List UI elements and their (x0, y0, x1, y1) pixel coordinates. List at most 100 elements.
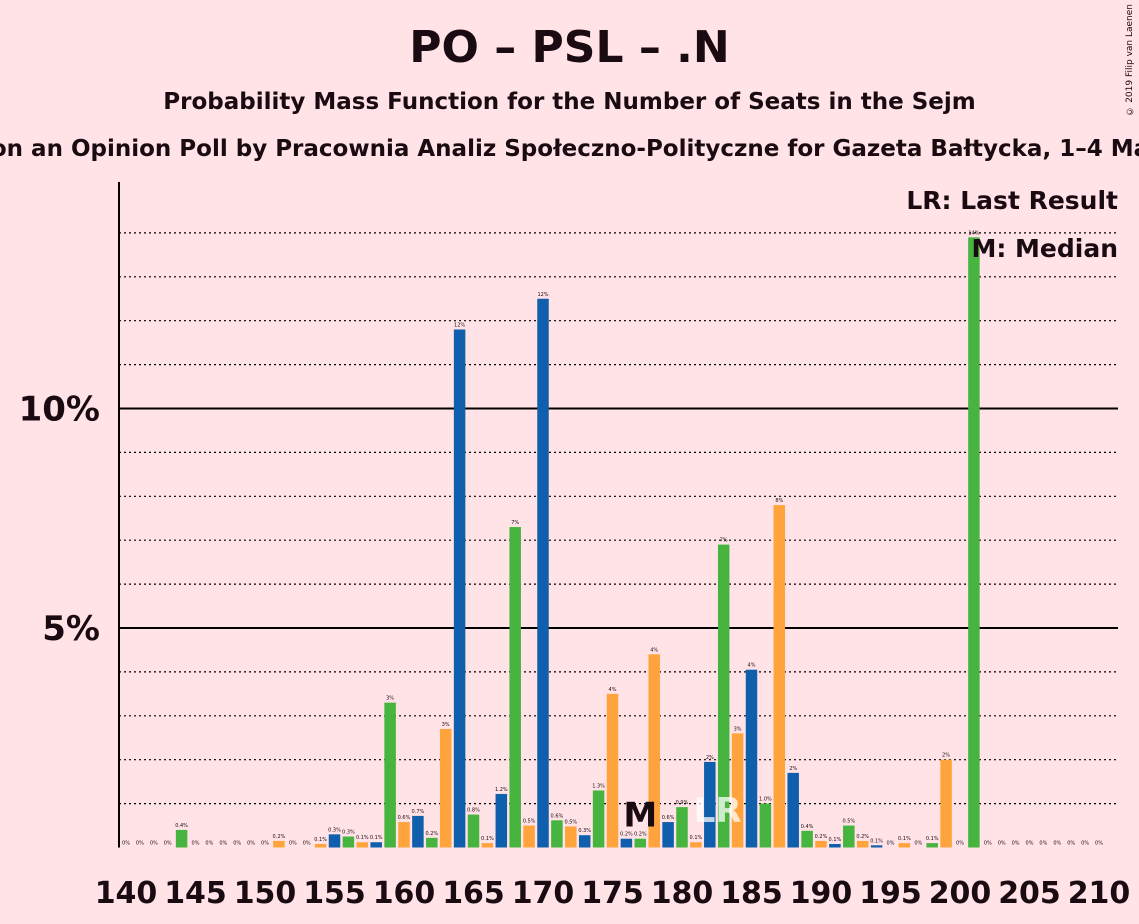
data-label-seat-145: 0% (192, 841, 200, 847)
x-tick-label: 140 (95, 876, 158, 911)
data-label-seat-172: 0.5% (564, 819, 577, 825)
data-label-seat-180: 0.9% (676, 800, 689, 806)
data-label-seat-183: 7% (720, 538, 728, 544)
data-label-seat-208: 0% (1067, 841, 1075, 847)
data-label-seat-152: 0% (289, 841, 297, 847)
bar-seat-168 (509, 527, 521, 848)
data-label-seat-160: 0.6% (398, 815, 411, 821)
axes: 5% 10% 140 145 150 155 160 165 170 175 180 185 190 19… (19, 182, 1130, 911)
data-label-seat-169: 0.5% (523, 819, 536, 825)
data-label-seat-163: 3% (442, 722, 450, 728)
bar-seat-201 (968, 237, 980, 848)
bar-seat-191 (829, 843, 841, 848)
data-label-seat-200: 0% (956, 841, 964, 847)
bar-seat-184 (731, 733, 744, 848)
x-tick-label: 195 (859, 876, 922, 911)
bar-seat-154 (314, 843, 327, 848)
bar-seat-192 (843, 825, 855, 848)
bar-seat-186 (759, 803, 772, 848)
data-label-seat-184: 3% (734, 726, 742, 732)
data-label-seat-209: 0% (1081, 841, 1089, 847)
bar-seat-187 (773, 505, 786, 848)
x-tick-label: 165 (442, 876, 505, 911)
data-label-seat-162: 0.2% (425, 831, 438, 837)
data-label-seat-165: 0.8% (467, 808, 480, 814)
chart-subtitle: Probability Mass Function for the Number… (163, 89, 976, 115)
data-label-seat-176: 0.2% (620, 832, 633, 838)
data-label-seat-185: 4% (748, 663, 756, 669)
bar-seat-156 (342, 836, 355, 848)
data-label-seat-149: 0% (247, 841, 255, 847)
chart-title: PO – PSL – .N (409, 22, 730, 73)
data-label-seat-174: 1.3% (592, 783, 605, 789)
data-label-seat-197: 0% (914, 841, 922, 847)
data-label-seat-191: 0.1% (829, 837, 842, 843)
chart-caption: on an Opinion Poll by Pracownia Analiz S… (0, 136, 1139, 162)
data-label-seat-140: 0% (122, 841, 130, 847)
data-label-seat-141: 0% (136, 841, 144, 847)
data-label-seat-158: 0.1% (370, 835, 383, 841)
x-tick-label: 155 (303, 876, 366, 911)
bar-seat-180 (676, 807, 688, 848)
data-label-seat-207: 0% (1053, 841, 1061, 847)
bar-seat-185 (745, 669, 758, 848)
bar-seat-144 (175, 829, 188, 848)
x-tick-label: 150 (234, 876, 297, 911)
data-label-seat-202: 0% (984, 841, 992, 847)
data-label-seat-195: 0% (887, 841, 895, 847)
bar-seat-178 (648, 654, 660, 848)
bar-seat-177 (634, 838, 647, 848)
data-label-seat-153: 0% (303, 841, 311, 847)
data-label-seat-142: 0% (150, 841, 158, 847)
data-label-seat-205: 0% (1026, 841, 1034, 847)
bar-seat-175 (606, 693, 619, 848)
legend-last-result: LR: Last Result (906, 186, 1118, 215)
data-label-seat-155: 0.3% (328, 827, 341, 833)
data-label-seat-189: 0.4% (801, 824, 814, 830)
bar-seat-176 (620, 838, 633, 848)
data-label-seat-190: 0.2% (815, 834, 828, 840)
bar-seat-174 (592, 790, 605, 848)
data-label-seat-181: 0.1% (690, 835, 703, 841)
data-label-seat-199: 2% (942, 753, 950, 759)
bar-seat-181 (690, 842, 702, 848)
data-label-seat-198: 0.1% (926, 836, 939, 842)
data-label-seat-148: 0% (233, 841, 241, 847)
x-tick-label: 160 (373, 876, 436, 911)
data-label-seat-170: 12% (537, 292, 548, 298)
data-label-seat-146: 0% (205, 841, 213, 847)
data-label-seat-186: 1.0% (759, 797, 772, 803)
legend: LR: Last Result M: Median (906, 186, 1118, 263)
bar-seat-166 (481, 843, 494, 848)
data-label-seat-171: 0.6% (551, 813, 564, 819)
bar-seat-190 (815, 840, 827, 848)
bar-series (175, 237, 980, 848)
bar-seat-198 (926, 843, 938, 848)
data-label-seat-193: 0.2% (856, 834, 869, 840)
data-label-seat-151: 0.2% (273, 834, 286, 840)
x-tick-label: 180 (651, 876, 714, 911)
bar-seat-173 (578, 835, 591, 848)
bar-seat-164 (453, 329, 466, 848)
bar-seat-199 (940, 759, 952, 848)
data-label-seat-156: 0.3% (342, 830, 355, 836)
bar-seat-188 (787, 772, 799, 848)
legend-median: M: Median (971, 234, 1118, 263)
data-label-seat-187: 8% (775, 498, 783, 504)
data-label-seat-147: 0% (219, 841, 227, 847)
bar-seat-159 (384, 702, 396, 848)
bar-seat-169 (523, 825, 535, 848)
data-labels: 0% 0% 0% 0%0.4%0% 0% 0% 0% 0% 0%0.2%0% 0%0.1%0.3%… (122, 230, 1103, 846)
data-label-seat-206: 0% (1039, 841, 1047, 847)
data-label-seat-154: 0.1% (314, 837, 327, 843)
data-label-seat-188: 2% (789, 766, 797, 772)
data-label-seat-173: 0.3% (578, 828, 591, 834)
bar-seat-157 (356, 842, 369, 848)
bar-seat-179 (662, 822, 674, 848)
x-tick-label: 170 (512, 876, 575, 911)
data-label-seat-203: 0% (998, 841, 1006, 847)
last-result-marker: LR (694, 791, 742, 831)
median-marker: M (623, 796, 657, 836)
bar-seat-189 (801, 830, 813, 848)
bar-seat-161 (412, 815, 424, 848)
